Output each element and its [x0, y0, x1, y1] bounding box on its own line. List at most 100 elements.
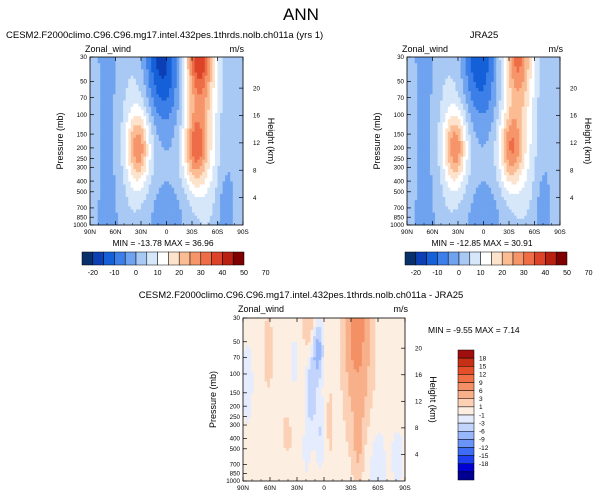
heatmap-cell: [107, 66, 111, 70]
heatmap-cell: [181, 109, 185, 114]
heatmap-cell: [435, 57, 438, 61]
heatmap-cell: [232, 144, 236, 148]
heatmap-cell: [419, 125, 423, 129]
heatmap-cell: [452, 63, 456, 67]
heatmap-cell: [204, 165, 208, 170]
heatmap-cell: [125, 203, 129, 207]
heatmap-cell: [184, 125, 188, 129]
heatmap-cell: [220, 94, 223, 98]
heatmap-cell: [547, 122, 551, 126]
heatmap-cell: [143, 206, 147, 210]
heatmap-cell: [227, 103, 231, 108]
heatmap-cell: [412, 88, 416, 92]
heatmap-cell: [128, 122, 132, 126]
heatmap-cell: [130, 116, 134, 120]
heatmap-cell: [123, 100, 127, 105]
heatmap-cell: [225, 165, 229, 170]
heatmap-cell: [148, 97, 152, 101]
heatmap-cell: [212, 212, 216, 217]
heatmap-cell: [95, 175, 99, 179]
heatmap-cell: [235, 178, 239, 182]
heatmap-cell: [514, 100, 518, 105]
heatmap-cell: [506, 116, 510, 120]
heatmap-cell: [452, 141, 456, 145]
heatmap-cell: [458, 85, 461, 89]
heatmap-cell: [225, 215, 229, 220]
heatmap-cell: [118, 128, 121, 133]
heatmap-cell: [194, 88, 198, 92]
heatmap-cell: [146, 81, 150, 86]
heatmap-cell: [537, 75, 540, 80]
heatmap-cell: [503, 100, 507, 105]
heatmap-cell: [207, 85, 211, 89]
heatmap-cell: [463, 119, 467, 123]
heatmap-cell: [227, 144, 231, 148]
heatmap-cell: [417, 125, 421, 129]
heatmap-cell: [118, 97, 121, 101]
heatmap-cell: [417, 57, 421, 61]
heatmap-cell: [516, 60, 520, 64]
heatmap-cell: [542, 60, 546, 64]
heatmap-cell: [133, 134, 137, 139]
heatmap-cell: [135, 113, 139, 117]
heatmap-cell: [227, 113, 231, 117]
heatmap-cell: [521, 97, 525, 101]
heatmap-cell: [153, 103, 157, 108]
heatmap-cell: [207, 137, 211, 142]
heatmap-cell: [407, 91, 410, 95]
heatmap-cell: [220, 125, 223, 129]
heatmap-cell: [460, 103, 464, 108]
heatmap-cell: [445, 122, 449, 126]
heatmap-cell: [184, 150, 188, 154]
heatmap-cell: [171, 184, 175, 189]
heatmap-cell: [123, 88, 127, 92]
heatmap-cell: [118, 66, 121, 70]
heatmap-cell: [97, 78, 101, 83]
heatmap-cell: [118, 165, 121, 170]
heatmap-cell: [161, 156, 165, 161]
heatmap-cell: [220, 134, 223, 139]
heatmap-cell: [148, 100, 152, 105]
heatmap-cell: [511, 125, 515, 129]
heatmap-cell: [161, 94, 165, 98]
heatmap-cell: [498, 106, 502, 111]
heatmap-cell: [222, 203, 226, 207]
heatmap-cell: [427, 63, 431, 67]
heatmap-cell: [171, 81, 175, 86]
heatmap-cell: [473, 128, 477, 133]
heatmap-cell: [422, 91, 426, 95]
heatmap-cell: [138, 116, 142, 120]
heatmap-cell: [235, 187, 239, 192]
heatmap-cell: [204, 141, 208, 145]
heatmap-cell: [432, 78, 436, 83]
heatmap-cell: [417, 63, 421, 67]
heatmap-cell: [526, 69, 530, 73]
heatmap-cell: [473, 85, 477, 89]
heatmap-cell: [105, 200, 109, 204]
heatmap-cell: [163, 203, 167, 207]
heatmap-cell: [478, 116, 482, 120]
heatmap-cell: [174, 209, 178, 213]
heatmap-cell: [445, 66, 449, 70]
heatmap-cell: [516, 97, 520, 101]
heatmap-cell: [450, 60, 454, 64]
heatmap-cell: [174, 128, 178, 133]
heatmap-cell: [496, 85, 500, 89]
heatmap-cell: [120, 209, 124, 213]
heatmap-cell: [214, 215, 218, 220]
heatmap-cell: [161, 181, 165, 185]
heatmap-cell: [419, 119, 423, 123]
heatmap-cell: [181, 78, 185, 83]
heatmap-cell: [186, 100, 190, 105]
y-tick-label: 50: [80, 79, 87, 86]
heatmap-cell: [465, 109, 469, 114]
heatmap-cell: [230, 103, 234, 108]
heatmap-cell: [181, 100, 185, 105]
heatmap-cell: [123, 200, 127, 204]
heatmap-cell: [192, 109, 195, 114]
heatmap-cell: [552, 116, 556, 120]
heatmap-cell: [539, 116, 543, 120]
heatmap-cell: [199, 134, 203, 139]
heatmap-cell: [235, 147, 239, 151]
heatmap-cell: [427, 134, 431, 139]
